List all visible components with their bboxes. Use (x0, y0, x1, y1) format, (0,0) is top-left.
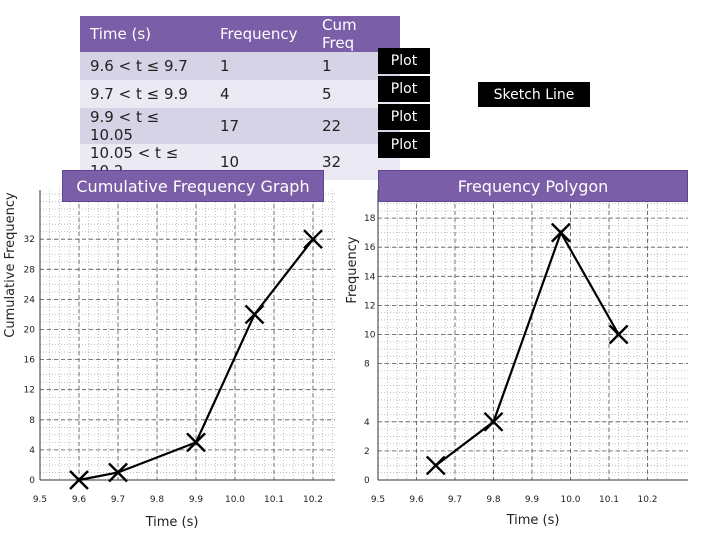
frequency-polygon-chart: 9.5 9.6 9.7 9.8 9.9 10.0 10.1 10.2 0 2 4 8 10 12 14 16 1… (345, 190, 688, 528)
table-row: 9.7 < t ≤ 9.9 4 5 (80, 80, 400, 108)
data-point-cross (186, 432, 206, 453)
x-tick-label: 10.0 (560, 495, 580, 505)
cross-stroke (483, 411, 504, 432)
sketch-line-button[interactable]: Sketch Line (478, 82, 590, 107)
y-tick-label: 18 (364, 214, 376, 224)
header-frequency: Frequency (210, 16, 312, 52)
data-point-cross (608, 324, 629, 345)
x-tick-label: 9.7 (448, 495, 462, 505)
y-tick-label: 4 (364, 418, 370, 428)
y-tick-label: 16 (364, 243, 376, 253)
header-cum-freq: Cum Freq (312, 16, 400, 52)
interval-cell: 9.7 < t ≤ 9.9 (80, 80, 210, 108)
frequency-table: Time (s) Frequency Cum Freq 9.6 < t ≤ 9.… (80, 16, 400, 180)
frequency-cell: 17 (210, 108, 312, 144)
interval-cell: 9.6 < t ≤ 9.7 (80, 52, 210, 80)
y-tick-label: 32 (24, 235, 35, 245)
cross-stroke (303, 229, 323, 250)
y-tick-label: 14 (364, 272, 376, 282)
x-tick-label: 10.1 (264, 495, 284, 505)
frequency-cell: 4 (210, 80, 312, 108)
y-tick-label: 20 (24, 326, 36, 336)
y-tick-label: 2 (364, 447, 370, 457)
cumulative-frequency-chart: 9.5 9.6 9.7 9.8 9.9 10.0 10.1 10.2 0 4 8 12 16 20 24 28… (3, 190, 335, 530)
data-point-cross (108, 462, 128, 483)
frequency-cell: 1 (210, 52, 312, 80)
y-tick-label: 10 (364, 331, 376, 341)
x-tick-label: 9.6 (409, 495, 424, 505)
x-tick-label: 9.9 (189, 495, 204, 505)
x-tick-label: 10.2 (637, 495, 657, 505)
data-point-cross (425, 455, 446, 476)
y-tick-label: 12 (24, 386, 35, 396)
cross-stroke (244, 304, 265, 325)
x-tick-label: 10.1 (599, 495, 619, 505)
data-point-cross (69, 470, 89, 490)
table-row: 9.9 < t ≤ 10.05 17 22 (80, 108, 400, 144)
y-axis-title: Frequency (345, 236, 360, 303)
y-tick-label: 24 (24, 295, 36, 305)
y-tick-label: 0 (29, 476, 35, 486)
x-tick-label: 9.9 (525, 495, 540, 505)
y-axis-title: Cumulative Frequency (3, 192, 18, 338)
x-axis-title: Time (s) (506, 513, 560, 528)
table-header-row: Time (s) Frequency Cum Freq (80, 16, 400, 52)
y-tick-label: 8 (29, 416, 35, 426)
series-line (435, 230, 620, 467)
y-tick-label: 0 (364, 476, 370, 486)
data-point-cross (244, 304, 265, 325)
data-point-cross (303, 229, 323, 250)
cumulative-chart-title: Cumulative Frequency Graph (62, 170, 324, 202)
cross-stroke (425, 455, 446, 476)
interval-cell: 9.9 < t ≤ 10.05 (80, 108, 210, 144)
plot-button-row-4[interactable]: Plot (378, 132, 430, 158)
y-tick-label: 8 (364, 360, 370, 370)
plot-button-row-2[interactable]: Plot (378, 76, 430, 102)
y-tick-label: 4 (29, 446, 35, 456)
data-point-cross (551, 222, 571, 243)
x-tick-label: 9.8 (150, 495, 165, 505)
cross-stroke (551, 222, 571, 243)
x-tick-label: 9.5 (371, 495, 385, 505)
y-tick-label: 28 (24, 265, 36, 275)
y-tick-label: 12 (364, 301, 375, 311)
data-point-cross (483, 411, 504, 432)
polygon-chart-title: Frequency Polygon (378, 170, 688, 202)
plot-button-row-1[interactable]: Plot (378, 48, 430, 74)
cross-stroke (608, 324, 629, 345)
plot-button-row-3[interactable]: Plot (378, 104, 430, 130)
x-tick-label: 10.0 (225, 495, 245, 505)
header-time: Time (s) (80, 16, 210, 52)
x-tick-label: 9.8 (486, 495, 501, 505)
y-tick-label: 16 (24, 356, 36, 366)
x-tick-label: 10.2 (303, 495, 323, 505)
x-tick-label: 9.7 (111, 495, 125, 505)
x-tick-label: 9.5 (33, 495, 47, 505)
cross-stroke (108, 462, 128, 483)
cross-stroke (69, 470, 89, 490)
x-tick-label: 9.6 (72, 495, 87, 505)
x-axis-title: Time (s) (145, 515, 199, 530)
cross-stroke (186, 432, 206, 453)
